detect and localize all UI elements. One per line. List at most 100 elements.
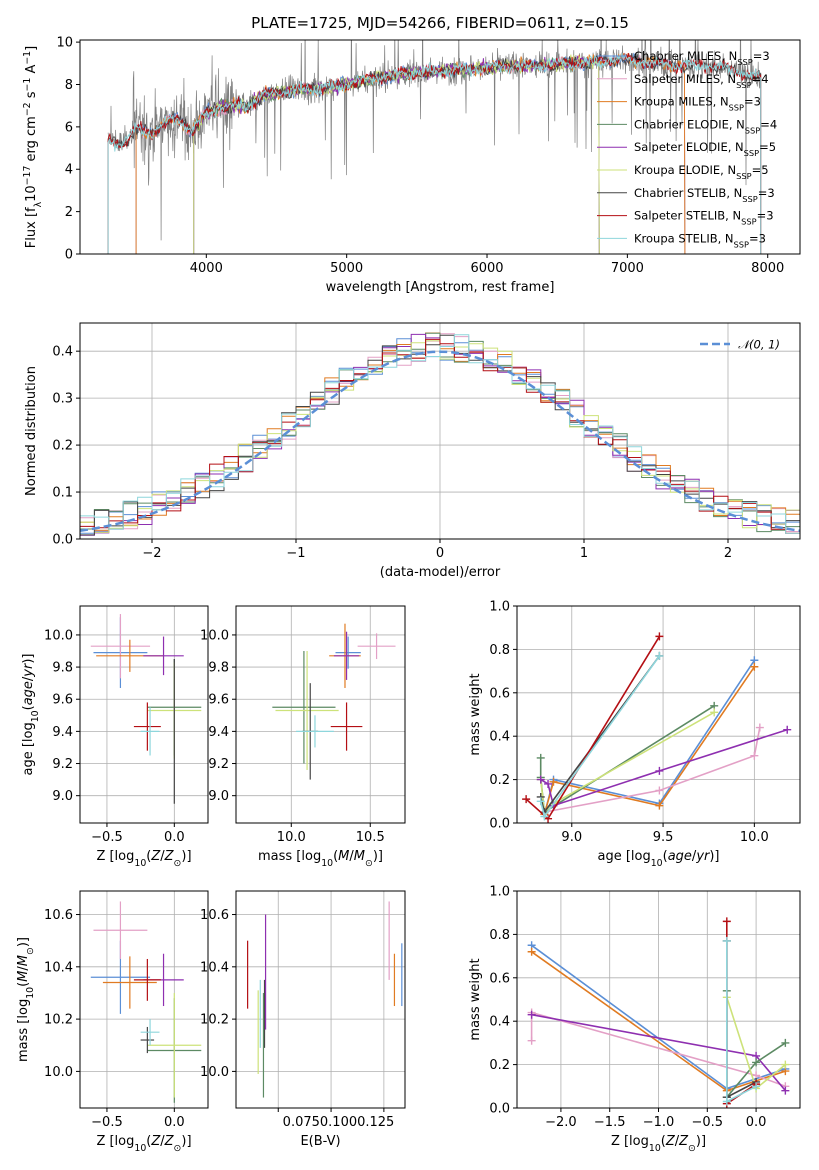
mass_weight_vs_Z-ytick-label: 0.0	[489, 1102, 510, 1117]
spectrum-ytick-label: 10	[56, 36, 73, 51]
residuals-xtick-label: 0	[436, 546, 444, 561]
residuals-ytick-label: 0.4	[52, 345, 73, 360]
data-point	[330, 702, 363, 751]
mass_vs_ebv-ytick-label: 10.2	[200, 1013, 229, 1028]
mass_weight_vs_Z-ytick-label: 0.2	[489, 1058, 510, 1073]
data-point	[296, 715, 334, 748]
legend-label: Salpeter ELODIE, NSSP=5	[634, 140, 776, 158]
data-point	[133, 958, 161, 1001]
legend-entry: Chabrier ELODIE, NSSP=4	[597, 117, 777, 135]
spectrum-panel: 4000 5000 6000 7000 8000 0 2 4 6 8 10 wavelength [A…	[22, 36, 801, 295]
residuals-ytick-label: 0.2	[52, 439, 73, 454]
series-marker	[781, 1086, 790, 1095]
series-marker	[722, 917, 731, 926]
series-marker	[752, 1082, 761, 1091]
mass_vs_Z-frame	[79, 890, 209, 1109]
series	[536, 725, 792, 810]
data-point	[140, 1019, 160, 1046]
mass_weight_vs_age-ytick-label: 0.4	[489, 730, 510, 745]
residuals-plot-area	[80, 332, 800, 539]
model-spectrum	[193, 55, 600, 254]
mass_weight_vs_age-ytick-label: 0.2	[489, 773, 510, 788]
mass_weight_vs_age-ytick-label: 0.0	[489, 817, 510, 832]
age_vs_Z-ytick-label: 9.6	[52, 693, 73, 708]
mass_weight_vs_Z-xtick-label: −1.0	[643, 1115, 675, 1130]
series-marker	[655, 766, 664, 775]
age_vs_mass-xtick-label: 10.0	[277, 830, 306, 845]
residuals-legend: 𝒩(0, 1)	[700, 338, 780, 352]
age_vs_Z-ytick-label: 9.4	[52, 725, 73, 740]
data-point	[147, 992, 202, 1098]
mass_vs_ebv-ytick-label: 10.6	[200, 908, 229, 923]
residuals-ytick-label: 0.0	[52, 533, 73, 548]
age_vs_mass-ytick-label: 9.8	[208, 661, 229, 676]
spectrum-xtick-label: 4000	[190, 261, 223, 276]
mass_vs_Z-plot-area	[90, 901, 202, 1103]
series	[522, 632, 664, 823]
mass_vs_Z-ytick-label: 10.6	[44, 908, 73, 923]
spectrum-ytick-label: 6	[65, 120, 73, 135]
series	[722, 936, 761, 1102]
series	[536, 651, 664, 821]
age_vs_mass-frame	[235, 605, 406, 824]
series-marker	[522, 795, 531, 804]
spectrum-ytick-label: 8	[65, 78, 73, 93]
series-marker	[540, 812, 549, 821]
age_vs_mass-plot-area	[272, 623, 396, 780]
spectrum-xtick-label: 8000	[751, 261, 784, 276]
data-point	[140, 707, 160, 756]
mass_vs_Z-xtick-label: −0.5	[91, 1115, 123, 1130]
mass_weight_vs_Z-xtick-label: −2.0	[545, 1115, 577, 1130]
figure-title: PLATE=1725, MJD=54266, FIBERID=0611, z=0…	[251, 14, 629, 32]
spectrum-plot-area	[107, 40, 762, 254]
legend-label: 𝒩(0, 1)	[738, 338, 780, 352]
mass_vs_Z-xlabel: Z [log10(Z/Z⊙)]	[96, 1134, 191, 1154]
legend-entry: Salpeter ELODIE, NSSP=5	[597, 140, 776, 158]
data-point	[93, 901, 148, 959]
age_vs_mass-ytick-label: 10.0	[200, 628, 229, 643]
mass_weight_vs_Z-ytick-label: 0.4	[489, 1015, 510, 1030]
mass_vs_ebv-ytick-label: 10.0	[200, 1065, 229, 1080]
legend-entry: Salpeter STELIB, NSSP=3	[597, 209, 774, 227]
mass_vs_Z-ytick-label: 10.0	[44, 1065, 73, 1080]
mass_vs_ebv-xtick-label: 0.0750.1000.125	[283, 1115, 395, 1130]
mass_vs_ebv-frame	[235, 890, 406, 1109]
mass_vs_Z-ytick-label: 10.4	[44, 960, 73, 975]
data-point	[143, 636, 184, 676]
spectrum-ytick-label: 0	[65, 248, 73, 263]
data-point	[102, 956, 157, 1009]
mass_weight_vs_age-xlabel: age [log10(age/yr)]	[597, 849, 719, 869]
legend-label: Chabrier MILES, NSSP=3	[634, 49, 770, 67]
mass_vs_Z-ylabel: mass [log10(M/M⊙)]	[16, 937, 36, 1062]
mass_vs_ebv-plot-area	[247, 901, 403, 1098]
residuals-xtick-label: −2	[142, 546, 161, 561]
legend-entry: Chabrier STELIB, NSSP=3	[597, 186, 775, 204]
spectrum-xtick-label: 7000	[611, 261, 644, 276]
series	[527, 1010, 790, 1095]
series-marker	[536, 797, 545, 806]
legend-entry: Kroupa STELIB, NSSP=3	[597, 231, 766, 249]
age_vs_Z-panel: −0.5 0.0 9.0 9.2 9.4 9.6 9.8 10.0 Z [log10(Z/Z⊙)…	[21, 605, 209, 869]
mass_weight_vs_age-ytick-label: 1.0	[489, 600, 510, 615]
age_vs_mass-ytick-label: 9.0	[208, 789, 229, 804]
data-point	[335, 636, 361, 669]
residuals-xlabel: (data-model)/error	[380, 565, 501, 580]
series-marker	[536, 775, 545, 784]
residuals-ytick-label: 0.3	[52, 392, 73, 407]
spectrum-ytick-label: 2	[65, 205, 73, 220]
mass_vs_Z-panel: −0.5 0.0 10.0 10.2 10.4 10.6 Z [log10(Z/Z⊙)] ma…	[16, 890, 209, 1154]
series-marker	[655, 801, 664, 810]
spectrum-ylabel: Flux [fλ10−17 erg cm−2 s−1 A−1]	[22, 46, 44, 248]
age_vs_mass-xtick-label: 10.5	[356, 830, 385, 845]
mass_weight_vs_Z-panel: −2.0 −1.5 −1.0 −0.5 0.0 0.0 0.2 0.4 0.6 0.8 1.0 Z […	[468, 885, 801, 1154]
age_vs_Z-ylabel: age [log10(age/yr)]	[21, 653, 41, 775]
spectrum-legend: Chabrier MILES, NSSP=3 Salpeter MILES, NS…	[597, 49, 777, 249]
series-marker	[527, 947, 536, 956]
age_vs_Z-xlabel: Z [log10(Z/Z⊙)]	[96, 849, 191, 869]
series-marker	[655, 632, 664, 641]
legend-label: Salpeter MILES, NSSP=4	[634, 72, 769, 90]
age_vs_Z-frame	[79, 605, 209, 824]
model-spectrum	[193, 57, 600, 254]
residuals-ylabel: Normed distribution	[24, 366, 39, 496]
